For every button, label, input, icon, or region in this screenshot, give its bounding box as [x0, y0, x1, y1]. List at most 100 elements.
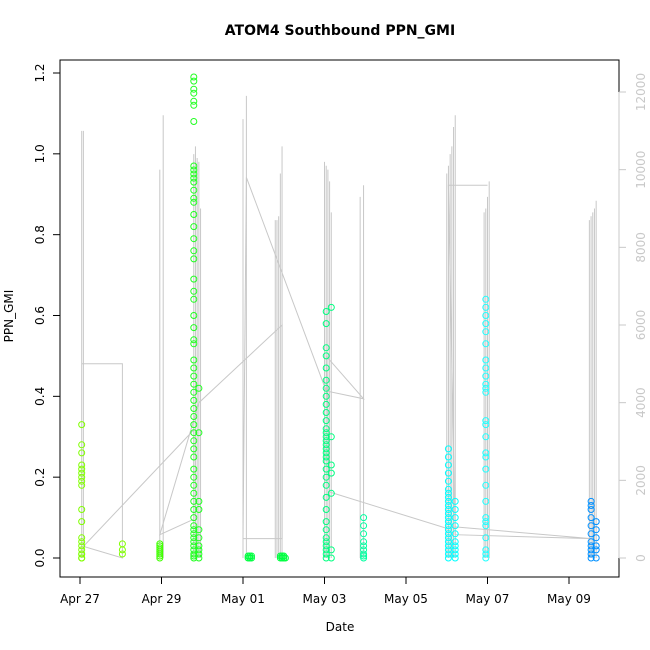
chart-title: ATOM4 Southbound PPN_GMI	[225, 23, 455, 39]
data-point	[482, 364, 490, 372]
data-point	[190, 526, 198, 534]
data-point	[444, 550, 452, 558]
data-point	[444, 469, 452, 477]
data-point	[482, 522, 490, 530]
data-point	[190, 497, 198, 505]
data-point	[360, 542, 368, 550]
data-point	[327, 469, 335, 477]
data-point	[444, 510, 452, 517]
data-point	[322, 493, 330, 501]
data-point	[195, 526, 203, 534]
data-point	[482, 449, 490, 457]
data-point	[78, 481, 86, 489]
data-point	[322, 409, 330, 416]
data-point	[156, 552, 164, 560]
data-point	[190, 380, 198, 388]
data-point	[190, 223, 198, 231]
data-point	[451, 522, 459, 530]
data-point	[190, 538, 198, 546]
data-point	[444, 461, 452, 469]
data-point	[482, 481, 490, 489]
data-point	[322, 453, 330, 461]
data-point	[190, 85, 198, 93]
data-point	[281, 554, 289, 562]
data-point	[482, 388, 490, 396]
data-point	[482, 534, 490, 542]
data-point	[195, 554, 203, 562]
data-point	[592, 518, 600, 526]
data-point	[190, 421, 198, 429]
data-point	[190, 372, 198, 380]
data-point	[444, 526, 452, 534]
data-point	[190, 186, 198, 194]
data-point	[360, 554, 368, 562]
data-point	[482, 340, 490, 348]
data-point	[592, 554, 600, 562]
ship-track-path	[81, 177, 592, 559]
y-tick-label: 0.8	[33, 225, 47, 244]
x-tick-label: May 03	[303, 592, 347, 606]
data-point	[482, 554, 490, 562]
data-point	[360, 538, 368, 546]
data-point	[360, 522, 368, 530]
data-point	[190, 198, 198, 206]
data-point	[451, 538, 459, 546]
data-point	[592, 542, 600, 550]
data-point	[190, 396, 198, 404]
data-point	[444, 546, 452, 554]
data-point	[190, 101, 198, 109]
data-point	[482, 380, 490, 388]
data-point	[322, 449, 330, 457]
data-point	[444, 518, 452, 526]
data-point	[195, 429, 203, 437]
data-point	[322, 550, 330, 558]
data-point	[587, 522, 595, 530]
data-point	[190, 522, 198, 530]
data-point	[190, 73, 198, 81]
data-point	[190, 437, 198, 445]
data-point	[482, 303, 490, 311]
data-point	[482, 453, 490, 461]
data-point	[190, 534, 198, 542]
y-tick-label: 0.4	[33, 387, 47, 406]
data-point	[190, 340, 198, 348]
data-point	[322, 518, 330, 526]
data-point	[195, 546, 203, 554]
data-point	[78, 550, 86, 558]
data-point	[156, 548, 164, 556]
data-point	[322, 425, 330, 433]
y-tick-label: 0.0	[33, 548, 47, 567]
data-point	[78, 469, 86, 477]
data-point	[482, 328, 490, 336]
data-point	[248, 554, 255, 562]
data-point	[190, 506, 198, 513]
data-point	[587, 554, 595, 562]
data-point	[322, 465, 330, 473]
data-point	[118, 546, 126, 554]
data-point	[482, 372, 490, 380]
data-point	[190, 465, 198, 473]
data-point	[444, 542, 452, 550]
data-point	[322, 344, 330, 352]
data-point	[190, 118, 198, 125]
y2-tick-label: 12000	[634, 73, 648, 111]
x-tick-label: May 05	[384, 592, 428, 606]
data-point	[482, 433, 490, 441]
data-point	[451, 497, 459, 505]
data-point	[482, 320, 490, 328]
data-point	[322, 384, 330, 392]
data-point	[444, 554, 452, 562]
data-point	[78, 538, 86, 546]
data-point	[78, 546, 86, 554]
y-tick-label: 0.2	[33, 468, 47, 487]
data-point	[78, 461, 86, 469]
data-point	[322, 457, 330, 465]
data-point	[444, 514, 452, 522]
data-point	[322, 417, 330, 425]
data-point	[587, 538, 595, 546]
data-point	[195, 534, 203, 542]
data-point	[190, 162, 198, 170]
data-point	[360, 530, 368, 538]
data-point	[322, 320, 330, 328]
data-point	[322, 433, 330, 441]
